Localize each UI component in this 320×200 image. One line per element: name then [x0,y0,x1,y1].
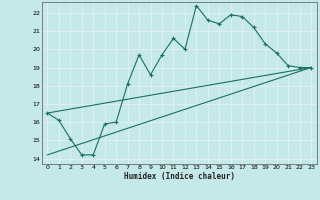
X-axis label: Humidex (Indice chaleur): Humidex (Indice chaleur) [124,172,235,181]
